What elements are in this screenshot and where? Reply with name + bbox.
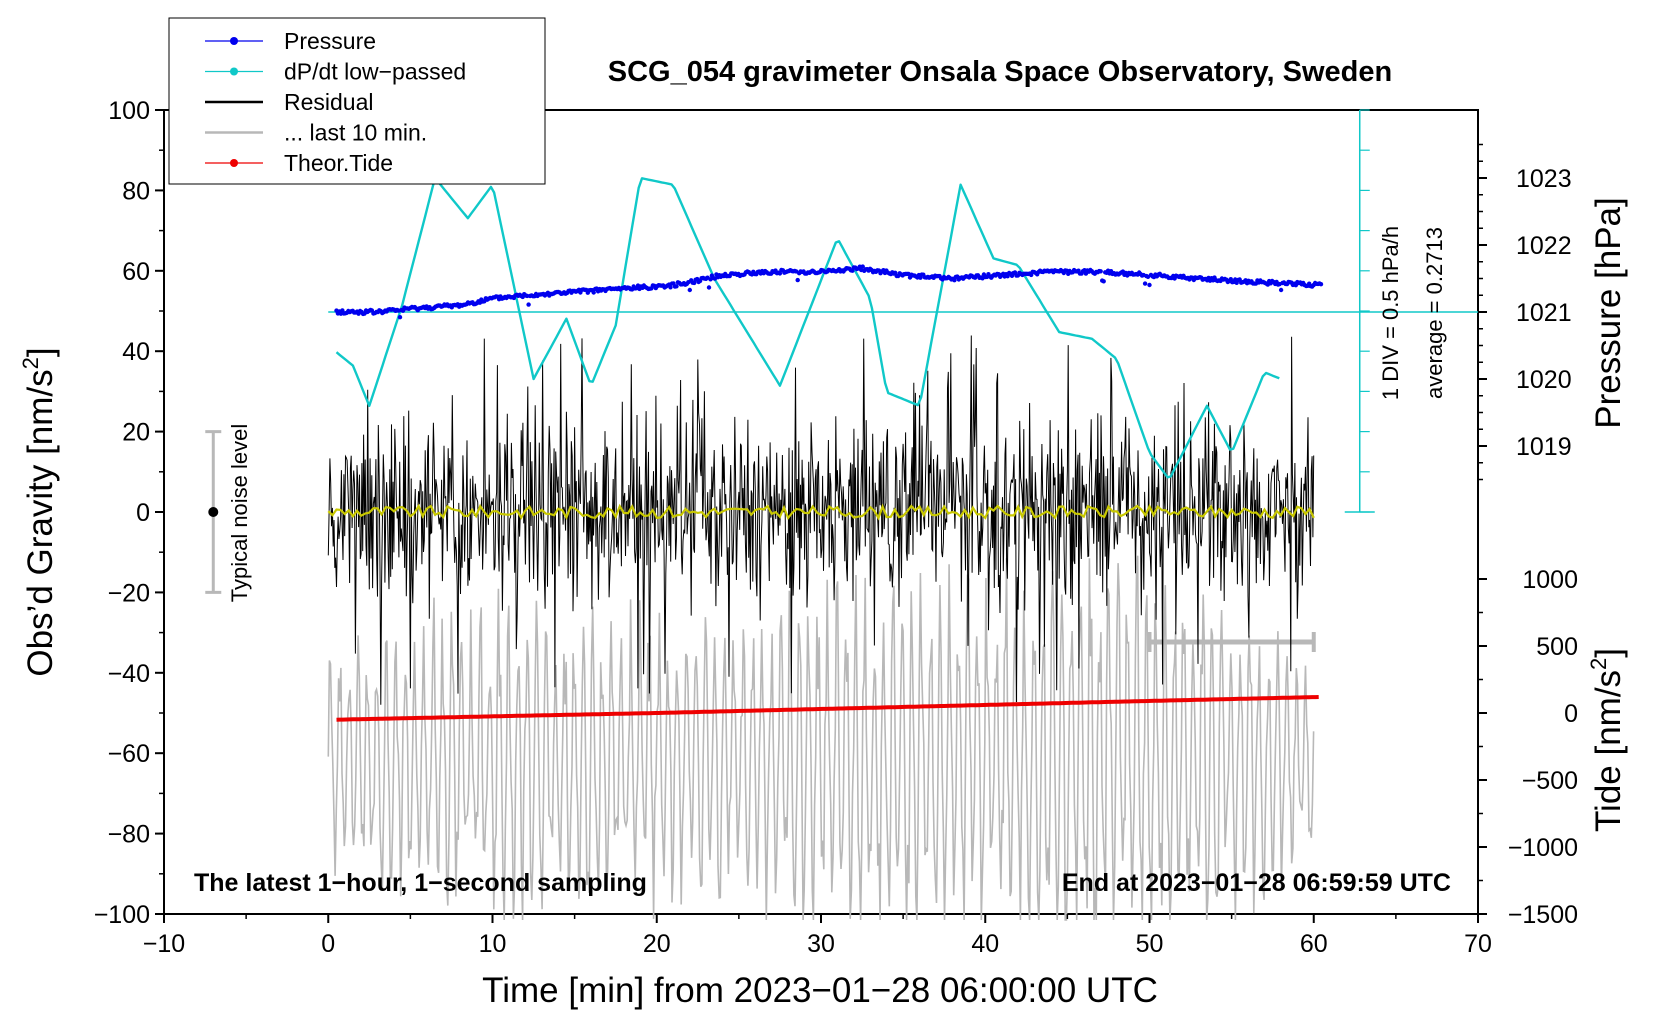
y-tick-label: 0 — [136, 499, 150, 527]
legend-marker — [230, 159, 238, 167]
tide-tick-label: −1000 — [1508, 834, 1578, 862]
x-tick-label: 20 — [643, 930, 671, 958]
pressure-point — [1318, 282, 1324, 287]
y-tick-label: 100 — [108, 97, 150, 125]
residual-smoothed-series — [327, 503, 1315, 521]
pressure-point — [1142, 281, 1148, 286]
pressure-point — [1098, 269, 1103, 274]
gravity-label-main: Obs’d Gravity [nm/s — [21, 369, 60, 676]
tide-tick-label: 0 — [1564, 700, 1578, 728]
x-tick-label: 0 — [321, 930, 335, 958]
pressure-point — [795, 277, 800, 283]
sampling-note: The latest 1−hour, 1−second sampling — [194, 869, 647, 897]
pressure-point — [777, 271, 783, 276]
x-tick-label: 50 — [1136, 930, 1164, 958]
x-tick-label: 30 — [807, 930, 835, 958]
dpdt-series — [335, 176, 1280, 479]
tide-label-main: Tide [nm/s — [1589, 670, 1628, 832]
legend-entries: Pressure dP/dt low−passed Residual ... last… — [205, 28, 466, 176]
y-axis-label-pressure: Pressure [hPa] — [1589, 197, 1628, 429]
y-tick-label: 80 — [122, 177, 150, 205]
legend: Pressure dP/dt low−passed Residual ... last… — [168, 17, 546, 185]
legend-label: Residual — [284, 89, 374, 115]
pressure-point — [687, 287, 692, 293]
gravity-label-end: ] — [21, 347, 60, 357]
x-tick-label: −10 — [143, 930, 185, 958]
pressure-point — [1278, 287, 1284, 293]
pressure-tick-label: 1022 — [1516, 232, 1572, 260]
pressure-point — [591, 290, 596, 295]
pressure-tick-label: 1020 — [1516, 366, 1572, 394]
pressure-point — [1147, 282, 1152, 288]
legend-marker — [230, 37, 238, 45]
pressure-point — [526, 302, 531, 307]
y-axis-label-gravity: Obs’d Gravity [nm/s2] — [18, 347, 60, 676]
tide-tick-label: 500 — [1536, 633, 1578, 661]
end-time-note: End at 2023−01−28 06:59:59 UTC — [1062, 869, 1451, 897]
pressure-tick-label: 1019 — [1516, 433, 1572, 461]
noise-level-text: Typical noise level — [227, 424, 252, 603]
y-tick-label: −60 — [108, 740, 150, 768]
pressure-tick-label: 1023 — [1516, 165, 1572, 193]
x-tick-label: 70 — [1464, 930, 1492, 958]
series-layer — [205, 109, 1478, 921]
noise-bar-center — [208, 507, 219, 517]
tide-series — [336, 695, 1319, 722]
y-tick-label: −100 — [94, 901, 150, 929]
x-tick-label: 10 — [479, 930, 507, 958]
x-tick-label: 40 — [971, 930, 999, 958]
tide-tick-label: 1000 — [1522, 566, 1578, 594]
gravity-label-sup: 2 — [18, 357, 43, 369]
y-tick-label: 20 — [122, 419, 150, 447]
y-tick-label: −80 — [108, 821, 150, 849]
y-tick-label: 60 — [122, 258, 150, 286]
pressure-point — [860, 264, 865, 269]
y-tick-label: 40 — [122, 338, 150, 366]
tide-label-end: ] — [1589, 648, 1628, 658]
legend-marker — [230, 67, 238, 76]
pressure-tick-label: 1021 — [1516, 299, 1572, 327]
pressure-point — [952, 278, 957, 283]
residual-series — [327, 335, 1315, 705]
average-text: average = 0.2713 — [1422, 227, 1447, 399]
legend-label: ... last 10 min. — [284, 120, 427, 146]
last-10-min-series — [327, 555, 1315, 921]
pressure-point — [706, 285, 712, 290]
x-tick-label: 60 — [1300, 930, 1328, 958]
div-scale-text: 1 DIV = 0.5 hPa/h — [1378, 226, 1403, 400]
legend-label: Pressure — [284, 28, 376, 54]
tide-tick-label: −500 — [1522, 767, 1578, 795]
tide-label-sup: 2 — [1586, 658, 1611, 670]
axes-layer: −10 0 10 20 30 40 50 60 70−100−80−60−40−20020406… — [94, 97, 1578, 958]
legend-label: Theor.Tide — [284, 150, 393, 176]
pressure-point — [397, 315, 403, 320]
y-tick-label: −40 — [108, 660, 150, 688]
tide-tick-label: −1500 — [1508, 901, 1578, 929]
y-tick-label: −20 — [108, 579, 150, 607]
pressure-point — [1101, 279, 1106, 284]
y-axis-label-tide: Tide [nm/s2] — [1586, 648, 1628, 832]
legend-label: dP/dt low−passed — [284, 59, 466, 85]
x-axis-label: Time [min] from 2023−01−28 06:00:00 UTC — [482, 971, 1158, 1010]
pressure-point — [668, 285, 673, 290]
chart-title: SCG_054 gravimeter Onsala Space Observat… — [608, 56, 1392, 88]
pressure-point — [674, 284, 679, 289]
